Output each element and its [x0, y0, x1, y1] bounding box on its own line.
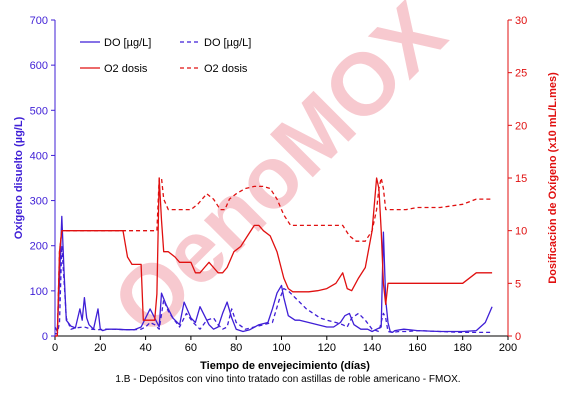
y-left-tick-label: 700	[30, 15, 48, 27]
legend-label: O2 dosis	[104, 63, 148, 75]
y-left-tick-label: 600	[30, 60, 48, 72]
y-right-tick-label: 5	[515, 278, 521, 290]
y-right-tick-label: 20	[515, 120, 527, 132]
y-right-tick-label: 30	[515, 15, 527, 27]
x-tick-label: 180	[454, 342, 472, 354]
legend: DO [µg/L] DO [µg/L] O2 dosis O2 dosis	[80, 37, 251, 75]
x-tick-label: 160	[408, 342, 426, 354]
y-left-tick-label: 100	[30, 286, 48, 298]
x-tick-label: 200	[499, 342, 517, 354]
y-left-tick-label: 400	[30, 150, 48, 162]
y-right-tick-label: 25	[515, 68, 527, 80]
x-tick-label: 60	[185, 342, 197, 354]
y-left-tick-label: 300	[30, 196, 48, 208]
legend-label: O2 dosis	[204, 63, 248, 75]
x-tick-label: 120	[318, 342, 336, 354]
legend-label: DO [µg/L]	[204, 37, 251, 49]
y-right-tick-label: 10	[515, 226, 527, 238]
y-left-tick-label: 500	[30, 105, 48, 117]
y-axis-left-label: Oxígeno disuelto (µg/L)	[13, 116, 25, 239]
figure-caption: 1.B - Depósitos con vino tinto tratado c…	[115, 374, 461, 385]
y-axis-right-label: Dosificación de Oxígeno (x10 mL/L.mes)	[547, 72, 559, 284]
series-line-2	[55, 245, 493, 335]
y-right-tick-label: 0	[515, 331, 521, 343]
series-line-3	[55, 177, 493, 337]
y-left-tick-label: 0	[42, 331, 48, 343]
x-tick-label: 20	[94, 342, 106, 354]
x-tick-label: 80	[230, 342, 242, 354]
x-tick-label: 0	[52, 342, 58, 354]
series-lines	[54, 177, 493, 337]
x-tick-label: 140	[363, 342, 381, 354]
y-left-tick-label: 200	[30, 241, 48, 253]
x-axis-label: Tiempo de envejecimiento (días)	[200, 360, 370, 372]
series-line-1	[54, 215, 493, 334]
series-line-4	[55, 177, 493, 337]
legend-label: DO [µg/L]	[104, 37, 151, 49]
y-right-tick-label: 15	[515, 173, 527, 185]
x-tick-label: 40	[139, 342, 151, 354]
x-tick-label: 100	[272, 342, 290, 354]
tick-labels: 0 20 40 60 80 100 120 140 160 180 2000100200300400…	[30, 15, 528, 354]
axes	[51, 19, 512, 340]
